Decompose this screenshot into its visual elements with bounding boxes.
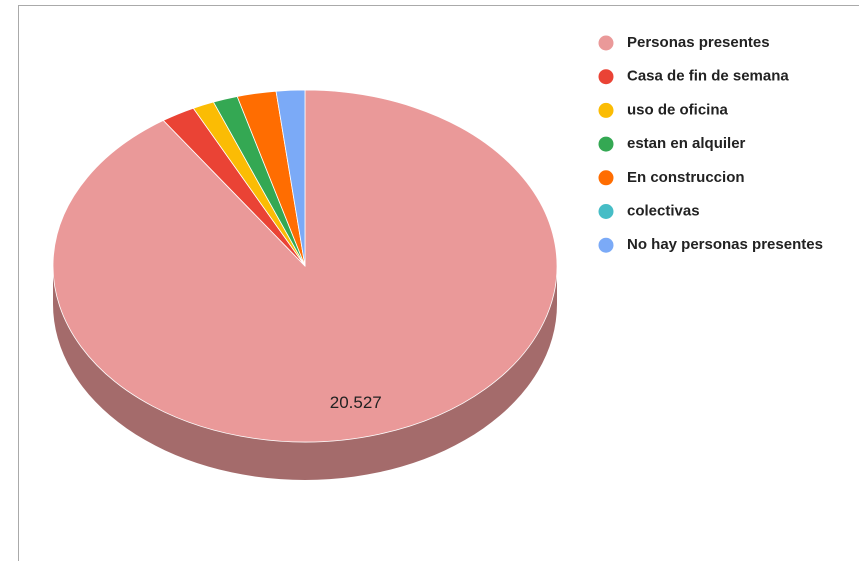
- legend-swatch: [598, 170, 614, 186]
- frame: [18, 5, 859, 561]
- legend-swatch: [598, 35, 614, 51]
- legend-swatch: [598, 136, 614, 152]
- legend-label: estan en alquiler: [627, 135, 746, 152]
- legend-label: uso de oficina: [627, 101, 729, 118]
- pie-side: [53, 266, 557, 480]
- value-label: 20.527: [330, 393, 382, 412]
- legend-swatch: [598, 204, 614, 219]
- legend-swatch: [598, 237, 614, 253]
- legend-label: colectivas: [627, 202, 700, 219]
- legend-label: Casa de fin de semana: [627, 68, 789, 85]
- legend-swatch: [598, 69, 614, 85]
- legend-label: No hay personas presentes: [627, 236, 823, 253]
- legend-swatch: [598, 102, 614, 118]
- legend-label: En construccion: [627, 169, 745, 186]
- pie-slice: [275, 89, 306, 267]
- legend-label: Personas presentes: [627, 34, 770, 51]
